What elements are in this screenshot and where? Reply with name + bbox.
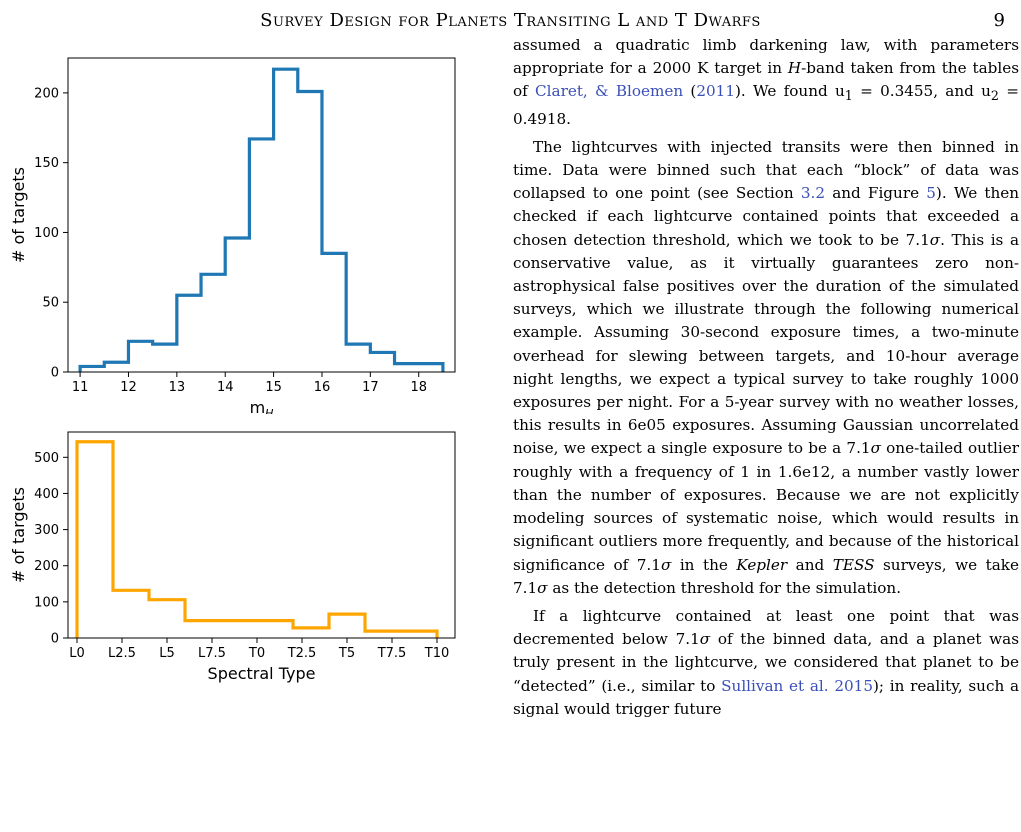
histogram-bin	[293, 628, 329, 638]
x-tick-label: 16	[314, 380, 331, 395]
x-axis-label: Spectral Type	[208, 664, 316, 683]
y-tick-label: 200	[34, 86, 59, 101]
x-tick-label: 14	[217, 380, 234, 395]
x-tick-label: L5	[159, 646, 175, 661]
x-tick-label: L0	[69, 646, 85, 661]
x-tick-label: T10	[424, 646, 449, 661]
histogram-bin	[113, 590, 149, 638]
x-tick-label: T7.5	[377, 646, 407, 661]
plot-frame	[67, 431, 456, 639]
histogram-bin	[401, 631, 437, 638]
x-tick-label: 15	[265, 380, 282, 395]
x-tick-label: 12	[120, 380, 137, 395]
y-axis-label: # of targets	[9, 487, 28, 583]
x-tick-label: 13	[169, 380, 186, 395]
histogram-bin	[419, 364, 443, 372]
histogram-bin	[225, 238, 249, 372]
x-tick-label: T2.5	[287, 646, 317, 661]
histogram-bin	[370, 352, 394, 372]
x-tick-label: L7.5	[198, 646, 226, 661]
histogram-bin	[329, 614, 365, 638]
histogram-bin	[104, 362, 128, 372]
paragraph-detection-threshold: The lightcurves with injected transits w…	[513, 137, 1019, 597]
plot-frame	[67, 57, 456, 373]
y-tick-label: 100	[34, 595, 59, 610]
histogram-bin	[77, 442, 113, 638]
histogram-bin	[153, 344, 177, 372]
histogram-bin	[201, 274, 225, 372]
citation-claret[interactable]: Claret, & Bloemen	[535, 82, 684, 101]
histogram-bin	[177, 295, 201, 372]
y-tick-label: 200	[34, 559, 59, 574]
histogram-bin	[80, 366, 104, 372]
spectral-type-histogram-chart: L0 L2.5 L5 L7.5 T0 T2.5 T5 T7.5 T10 0 100 200 300 400…	[9, 431, 456, 683]
histogram-step-line	[75, 440, 439, 638]
histogram-bin	[249, 139, 273, 372]
histogram-bin	[149, 600, 185, 638]
x-tick-label: 18	[410, 380, 427, 395]
histogram-step-line	[78, 67, 445, 372]
histogram-bin	[365, 631, 401, 638]
paragraph-limb-darkening: assumed a quadratic limb darkening law, …	[513, 36, 1019, 128]
histogram-bin	[257, 621, 293, 638]
histogram-bin	[221, 621, 257, 638]
y-tick-label: 400	[34, 487, 59, 502]
x-tick-label: 17	[362, 380, 379, 395]
y-tick-label: 100	[34, 226, 59, 241]
running-title: Survey Design for Planets Transiting L a…	[260, 10, 761, 31]
body-text-column: assumed a quadratic limb darkening law, …	[513, 34, 1019, 832]
y-tick-label: 0	[51, 366, 59, 381]
histogram-bin	[274, 69, 298, 372]
histogram-bin	[185, 621, 221, 638]
x-axis-label: mH	[250, 398, 274, 414]
x-tick-label: T5	[338, 646, 355, 661]
citation-sullivan-year[interactable]: 2015	[834, 676, 873, 695]
x-tick-label: L2.5	[108, 646, 136, 661]
y-tick-label: 300	[34, 523, 59, 538]
histogram-bin	[395, 364, 419, 372]
figure-ref-link[interactable]: 5	[926, 184, 936, 203]
y-tick-label: 150	[34, 156, 59, 171]
histogram-bin	[298, 91, 322, 372]
page-header: Survey Design for Planets Transiting L a…	[0, 10, 1021, 34]
histogram-bin	[322, 253, 346, 372]
section-ref-link[interactable]: 3.2	[800, 184, 826, 203]
citation-claret-year[interactable]: 2011	[696, 82, 735, 101]
y-tick-label: 50	[42, 296, 59, 311]
y-tick-label: 0	[51, 632, 59, 647]
x-tick-label: T0	[248, 646, 265, 661]
paragraph-detection-criterion: If a lightcurve contained at least one p…	[513, 606, 1019, 718]
page-number: 9	[993, 10, 1005, 31]
x-tick-label: 11	[72, 380, 89, 395]
citation-sullivan[interactable]: Sullivan et al.	[721, 676, 829, 695]
histogram-bin	[128, 341, 152, 372]
mh-histogram-chart: 11 12 13 14 15 16 17 18 0 50 100 150 200 # of targets…	[9, 57, 456, 414]
histogram-bin	[346, 344, 370, 372]
y-tick-label: 500	[34, 451, 59, 466]
y-axis-label: # of targets	[9, 167, 28, 263]
